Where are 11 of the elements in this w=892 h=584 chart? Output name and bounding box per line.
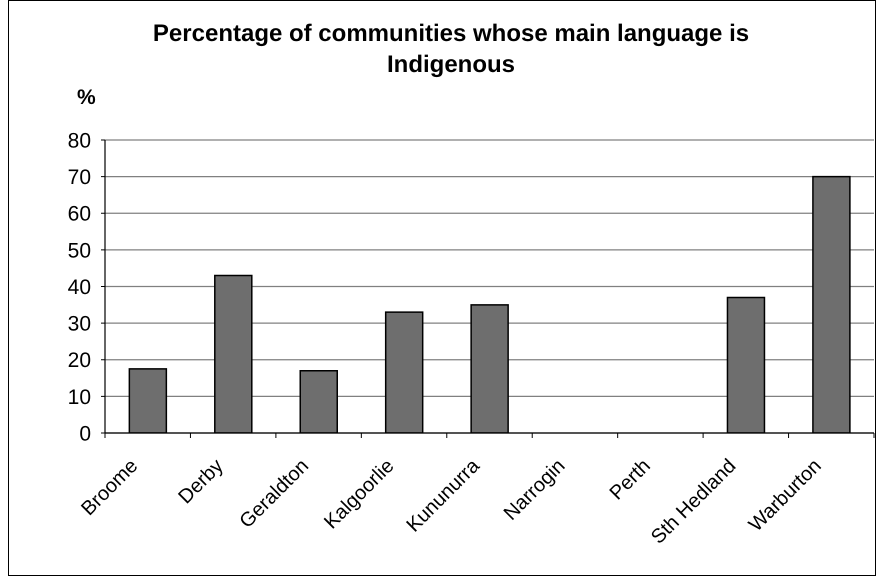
y-axis-title: % xyxy=(77,86,96,110)
y-tick-label: 0 xyxy=(79,422,91,446)
y-tick-label: 10 xyxy=(68,386,91,409)
chart-title: Percentage of communities whose main language is Indigenous xyxy=(152,19,750,80)
y-tick-label: 80 xyxy=(68,129,91,152)
y-tick-label: 50 xyxy=(68,239,91,262)
y-tick-label: 40 xyxy=(68,276,91,299)
y-tick-label: 70 xyxy=(68,166,91,190)
y-tick-label: 30 xyxy=(68,312,91,336)
y-tick-label: 20 xyxy=(68,349,91,372)
y-tick-label: 60 xyxy=(68,202,91,226)
